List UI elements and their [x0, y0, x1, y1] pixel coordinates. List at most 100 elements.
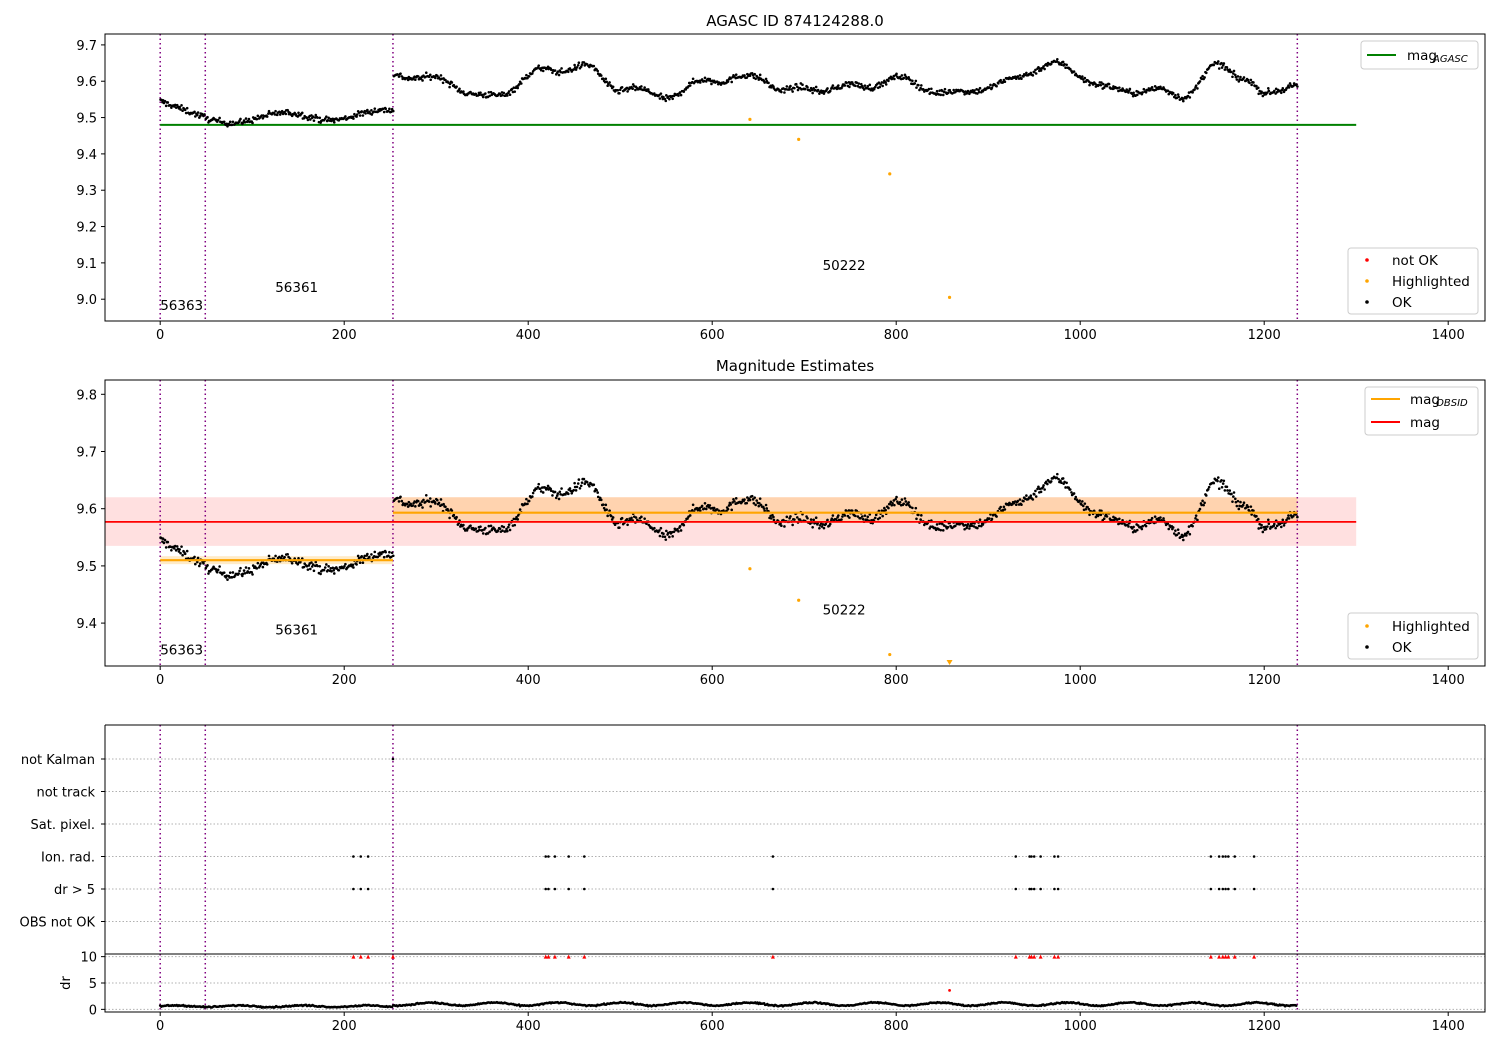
ok-point: [508, 528, 512, 532]
ok-point: [312, 119, 316, 122]
ok-point: [314, 113, 318, 117]
ok-point: [1087, 507, 1091, 511]
ok-point: [422, 498, 425, 502]
legend-subscript: AGASC: [1432, 54, 1468, 65]
ok-point: [645, 522, 648, 525]
flag-point: [1217, 855, 1221, 858]
x-tick-label: 1400: [1432, 673, 1465, 688]
ok-point: [884, 508, 887, 512]
ok-point: [835, 87, 839, 91]
ok-point: [1266, 86, 1270, 90]
ok-point: [274, 109, 277, 113]
ok-point: [620, 516, 624, 520]
ok-point: [977, 88, 980, 92]
ok-point: [625, 86, 629, 90]
dr-capped-point: [1226, 954, 1231, 959]
ok-point: [1196, 87, 1199, 90]
flag-point: [1053, 887, 1056, 891]
ok-point: [566, 492, 570, 496]
ok-point: [180, 104, 183, 107]
ok-point: [1102, 517, 1106, 521]
x-tick-label: 1200: [1248, 1019, 1281, 1034]
ok-point: [973, 89, 976, 92]
ok-point: [726, 80, 730, 83]
ok-point: [1186, 94, 1190, 98]
ok-point: [419, 503, 423, 507]
ok-point: [361, 114, 365, 117]
y-tick-label: 9.0: [76, 293, 97, 308]
ok-point: [237, 572, 240, 575]
ok-point: [900, 74, 904, 77]
ok-point: [256, 114, 260, 118]
ok-point: [661, 535, 665, 538]
ok-point: [164, 104, 168, 108]
ok-point: [1081, 504, 1085, 508]
ok-point: [206, 115, 209, 119]
ok-point: [1042, 65, 1045, 68]
ok-point: [489, 524, 493, 528]
ok-point: [1296, 85, 1299, 88]
ok-point: [1099, 513, 1103, 517]
ok-point: [887, 506, 890, 510]
ok-point: [868, 83, 872, 87]
ok-point: [312, 569, 316, 573]
ok-point: [1221, 482, 1225, 485]
ok-point: [1287, 86, 1291, 89]
ok-point: [803, 87, 807, 91]
ok-point: [800, 88, 803, 91]
ok-point: [353, 112, 356, 116]
ok-point: [322, 568, 326, 572]
ok-point: [894, 497, 897, 501]
ok-point: [978, 86, 982, 90]
ok-point: [355, 113, 359, 116]
ok-point: [1175, 533, 1179, 537]
ok-point: [230, 575, 234, 579]
ok-point: [436, 498, 439, 502]
ok-point: [626, 90, 629, 93]
plot-area: [159, 34, 1357, 321]
ok-point: [247, 567, 251, 570]
ok-point: [1196, 518, 1199, 522]
ok-point: [801, 83, 804, 87]
ok-point: [866, 85, 870, 88]
x-tick-label: 1200: [1248, 328, 1281, 343]
ok-point: [758, 497, 762, 500]
ok-point: [447, 509, 450, 513]
ok-point: [553, 69, 557, 72]
flag-point: [583, 887, 586, 891]
ok-point: [859, 516, 862, 520]
ok-point: [396, 73, 399, 76]
ok-point: [296, 562, 300, 566]
y-tick-label: 9.6: [76, 75, 97, 90]
ok-point: [1080, 503, 1083, 506]
ok-point: [677, 530, 680, 533]
ok-point: [396, 496, 399, 500]
ok-point: [1287, 517, 1291, 520]
ok-point: [671, 535, 674, 538]
ok-point: [682, 90, 686, 93]
ok-point: [743, 498, 746, 501]
ok-point: [1037, 485, 1040, 489]
ok-point: [1174, 93, 1177, 97]
ok-point: [997, 82, 1000, 85]
ok-point: [1237, 507, 1241, 511]
ok-point: [592, 64, 596, 68]
ok-point: [734, 497, 738, 500]
ok-point: [444, 505, 447, 509]
ok-point: [658, 529, 661, 532]
ok-point: [966, 522, 970, 526]
ok-point: [888, 502, 892, 506]
ok-point: [526, 502, 529, 506]
ok-point: [634, 88, 637, 92]
flag-point: [1014, 887, 1018, 891]
ok-point: [303, 562, 306, 565]
ok-point: [730, 508, 734, 512]
y-tick-label: 9.7: [76, 39, 97, 54]
ok-point: [185, 549, 189, 553]
ok-point: [1025, 494, 1028, 497]
ok-point: [256, 561, 260, 565]
flag-point: [1252, 855, 1256, 858]
ok-point: [1222, 479, 1226, 483]
flag-point: [1224, 855, 1227, 858]
ok-point: [850, 509, 854, 512]
